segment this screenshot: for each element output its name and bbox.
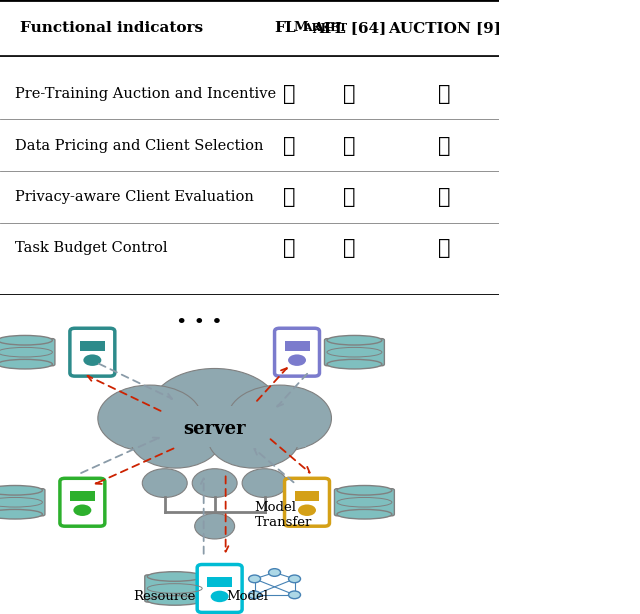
Ellipse shape (337, 486, 392, 495)
Ellipse shape (147, 572, 202, 581)
Bar (80, 341, 105, 351)
Ellipse shape (337, 510, 392, 519)
Text: Functional indicators: Functional indicators (20, 21, 203, 35)
Circle shape (195, 513, 235, 539)
FancyBboxPatch shape (275, 328, 319, 376)
Circle shape (289, 591, 301, 599)
Text: FL: FL (275, 21, 296, 35)
Circle shape (288, 354, 306, 366)
Circle shape (74, 505, 92, 516)
Circle shape (83, 354, 101, 366)
Circle shape (142, 468, 187, 497)
Ellipse shape (0, 486, 42, 495)
Text: AFL [64]: AFL [64] (312, 21, 387, 35)
Text: AUCTION [9]: AUCTION [9] (388, 21, 500, 35)
Text: ✘: ✘ (343, 187, 356, 208)
Ellipse shape (0, 335, 52, 345)
Circle shape (248, 591, 260, 599)
Ellipse shape (327, 335, 382, 345)
Circle shape (192, 468, 237, 497)
Text: Privacy-aware Client Evaluation: Privacy-aware Client Evaluation (15, 190, 254, 204)
Text: ✔: ✔ (284, 187, 296, 208)
FancyBboxPatch shape (0, 338, 55, 366)
Ellipse shape (327, 359, 382, 369)
Text: • • •: • • • (177, 314, 223, 332)
Text: ✘: ✘ (438, 136, 451, 156)
Bar (70, 491, 95, 500)
Bar (124, 406, 305, 448)
FancyBboxPatch shape (0, 489, 45, 516)
Text: Data Pricing and Client Selection: Data Pricing and Client Selection (15, 139, 264, 153)
FancyBboxPatch shape (324, 338, 385, 366)
Text: M: M (294, 21, 308, 34)
Text: Task Budget Control: Task Budget Control (15, 241, 168, 255)
Bar (207, 577, 232, 587)
FancyBboxPatch shape (60, 478, 105, 526)
Text: Pre-Training Auction and Incentive: Pre-Training Auction and Incentive (15, 87, 276, 101)
Text: Resource: Resource (134, 590, 196, 603)
Ellipse shape (147, 596, 202, 605)
FancyBboxPatch shape (285, 478, 330, 526)
Circle shape (248, 575, 260, 583)
FancyBboxPatch shape (335, 489, 394, 516)
Circle shape (131, 410, 221, 468)
Circle shape (98, 385, 202, 451)
Text: ✔: ✔ (343, 84, 356, 104)
Text: ✔: ✔ (284, 238, 296, 257)
Text: ARKET: ARKET (303, 23, 347, 34)
Text: ✔: ✔ (284, 84, 296, 104)
Bar (294, 491, 319, 500)
Text: ✔: ✔ (438, 187, 451, 208)
Circle shape (228, 385, 332, 451)
Text: ✔: ✔ (438, 238, 451, 257)
Text: ✔: ✔ (343, 136, 356, 156)
Bar (285, 341, 310, 351)
Text: ✘: ✘ (343, 238, 356, 257)
FancyBboxPatch shape (145, 575, 205, 602)
Text: server: server (183, 420, 246, 438)
Text: Model: Model (226, 590, 268, 603)
FancyBboxPatch shape (197, 564, 242, 612)
Text: Model
Transfer: Model Transfer (255, 501, 312, 529)
Circle shape (211, 591, 228, 602)
Circle shape (269, 569, 280, 577)
Circle shape (208, 410, 299, 468)
Ellipse shape (0, 359, 52, 369)
Ellipse shape (0, 510, 42, 519)
Text: ✘: ✘ (438, 84, 451, 104)
FancyBboxPatch shape (70, 328, 115, 376)
Text: ✔: ✔ (284, 136, 296, 156)
Circle shape (242, 468, 287, 497)
Circle shape (298, 505, 316, 516)
Circle shape (289, 575, 301, 583)
Circle shape (150, 368, 280, 451)
